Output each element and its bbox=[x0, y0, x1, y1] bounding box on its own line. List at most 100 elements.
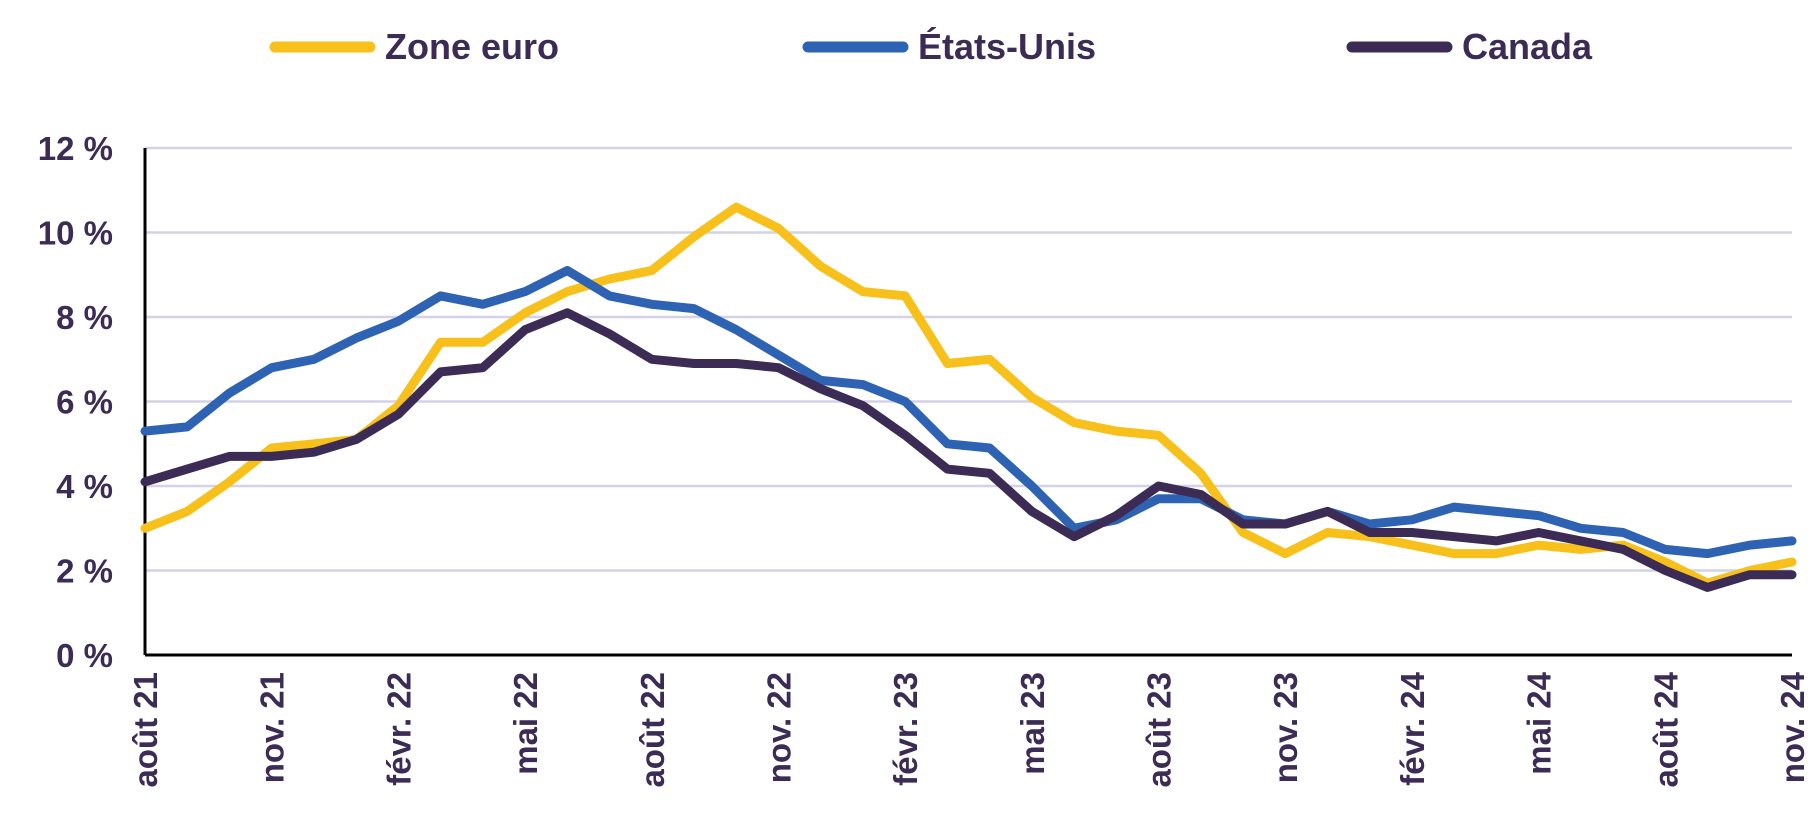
x-tick-label: mai 24 bbox=[1521, 671, 1558, 774]
data-point bbox=[609, 295, 611, 297]
data-point bbox=[1749, 544, 1751, 546]
data-point bbox=[820, 388, 822, 390]
data-point bbox=[1073, 422, 1075, 424]
x-tick-label: nov. 23 bbox=[1267, 672, 1304, 783]
data-point bbox=[271, 447, 273, 449]
data-point bbox=[989, 472, 991, 474]
data-point bbox=[609, 333, 611, 335]
data-point bbox=[735, 329, 737, 331]
chart-axes bbox=[143, 148, 1792, 657]
legend-label: États-Unis bbox=[918, 26, 1096, 67]
data-point bbox=[1664, 561, 1666, 563]
series-0 bbox=[140, 202, 1797, 588]
data-point bbox=[777, 354, 779, 356]
data-point bbox=[1158, 434, 1160, 436]
data-point bbox=[355, 439, 357, 441]
data-point bbox=[228, 455, 230, 457]
y-tick-label: 6 % bbox=[56, 384, 113, 421]
x-tick-label: mai 22 bbox=[507, 672, 544, 775]
data-point bbox=[271, 455, 273, 457]
y-tick-label: 0 % bbox=[56, 637, 113, 674]
data-point bbox=[397, 413, 399, 415]
data-point bbox=[651, 270, 653, 272]
x-tick-label: août 23 bbox=[1141, 672, 1178, 788]
legend-item-2: Canada bbox=[1346, 26, 1593, 67]
data-point bbox=[1707, 586, 1709, 588]
data-point bbox=[1664, 548, 1666, 550]
data-point bbox=[1791, 574, 1793, 576]
data-point bbox=[1453, 506, 1455, 508]
data-point bbox=[482, 341, 484, 343]
y-axis-tick-labels: 0 % 2 % 4 % 6 % 8 % 10 % 12 % bbox=[38, 130, 113, 674]
data-point bbox=[1115, 515, 1117, 517]
data-point bbox=[693, 362, 695, 364]
data-point bbox=[397, 320, 399, 322]
data-point bbox=[946, 362, 948, 364]
legend-item-1: États-Unis bbox=[802, 26, 1096, 67]
x-tick-label: août 24 bbox=[1647, 671, 1684, 787]
x-tick-label: nov. 21 bbox=[254, 672, 291, 783]
data-point bbox=[1791, 540, 1793, 542]
data-point bbox=[1158, 498, 1160, 500]
data-point bbox=[904, 434, 906, 436]
data-point bbox=[777, 227, 779, 229]
data-point bbox=[1284, 523, 1286, 525]
data-point bbox=[1200, 493, 1202, 495]
data-point bbox=[946, 443, 948, 445]
data-point bbox=[1538, 544, 1540, 546]
x-axis-tick-labels: août 21 nov. 21 févr. 22 mai 22 août 22 nov. … bbox=[127, 671, 1811, 787]
data-point bbox=[313, 443, 315, 445]
x-tick-label: févr. 22 bbox=[380, 672, 417, 786]
data-point bbox=[186, 426, 188, 428]
data-point bbox=[904, 401, 906, 402]
data-point bbox=[1369, 523, 1371, 525]
data-point bbox=[397, 405, 399, 407]
data-point bbox=[1031, 510, 1033, 512]
data-point bbox=[566, 312, 568, 314]
data-point bbox=[946, 468, 948, 470]
data-point bbox=[313, 358, 315, 360]
data-point bbox=[989, 447, 991, 449]
data-point bbox=[1242, 523, 1244, 525]
data-point bbox=[1580, 540, 1582, 542]
data-point bbox=[1411, 519, 1413, 521]
x-tick-label: août 21 bbox=[127, 672, 164, 788]
data-point bbox=[524, 291, 526, 293]
data-point bbox=[1495, 510, 1497, 512]
data-point bbox=[1495, 540, 1497, 542]
data-point bbox=[1326, 510, 1328, 512]
data-point bbox=[1073, 527, 1075, 529]
legend-label: Zone euro bbox=[385, 26, 559, 67]
data-point bbox=[482, 303, 484, 305]
legend-label: Canada bbox=[1462, 26, 1593, 67]
data-point bbox=[355, 337, 357, 339]
x-tick-label: févr. 24 bbox=[1394, 671, 1431, 785]
data-point bbox=[1031, 485, 1033, 487]
data-point bbox=[228, 481, 230, 483]
data-point bbox=[820, 265, 822, 267]
data-point bbox=[1707, 553, 1709, 555]
data-point bbox=[1326, 531, 1328, 533]
data-point bbox=[186, 468, 188, 470]
x-tick-label: nov. 22 bbox=[760, 672, 797, 783]
data-point bbox=[1538, 515, 1540, 517]
data-point bbox=[1073, 536, 1075, 538]
data-point bbox=[144, 430, 146, 432]
data-point bbox=[1538, 531, 1540, 533]
data-point bbox=[1622, 531, 1624, 533]
data-point bbox=[524, 329, 526, 331]
data-point bbox=[904, 295, 906, 297]
y-tick-label: 12 % bbox=[38, 130, 113, 167]
y-tick-label: 4 % bbox=[56, 468, 113, 505]
y-tick-label: 10 % bbox=[38, 215, 113, 252]
data-point bbox=[862, 291, 864, 293]
legend-item-0: Zone euro bbox=[269, 26, 559, 67]
x-tick-label: févr. 23 bbox=[887, 672, 924, 786]
data-point bbox=[440, 341, 442, 343]
data-point bbox=[1242, 531, 1244, 533]
x-tick-label: août 22 bbox=[634, 672, 671, 788]
grid-lines bbox=[145, 146, 1792, 572]
series-line bbox=[140, 202, 1797, 588]
data-point bbox=[777, 367, 779, 369]
data-point bbox=[186, 510, 188, 512]
